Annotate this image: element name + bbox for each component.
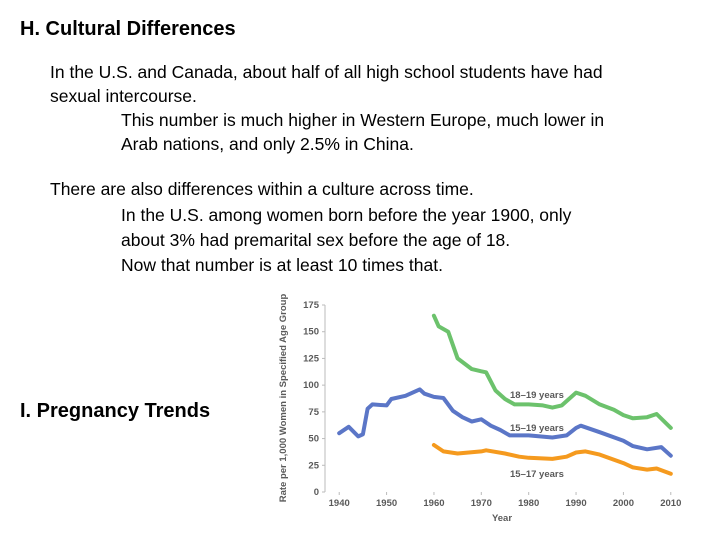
series-line xyxy=(431,443,673,476)
series-label: 18–19 years xyxy=(510,390,564,401)
y-axis-label: Rate per 1,000 Women in Specified Age Gr… xyxy=(278,294,289,503)
x-tick-label: 1980 xyxy=(518,498,539,509)
series-line xyxy=(337,387,673,458)
series-line xyxy=(431,313,673,430)
y-tick-label: 75 xyxy=(308,407,319,418)
x-tick-label: 1970 xyxy=(471,498,492,509)
slide-title: H. Cultural Differences xyxy=(20,18,236,40)
body-line: In the U.S. and Canada, about half of al… xyxy=(50,62,603,82)
body-line: This number is much higher in Western Eu… xyxy=(121,110,604,130)
y-tick-label: 150 xyxy=(303,327,319,338)
y-tick-label: 175 xyxy=(303,300,320,311)
y-tick-label: 25 xyxy=(308,460,319,471)
body-line: There are also differences within a cult… xyxy=(50,179,474,199)
series-label: 15–17 years xyxy=(510,469,564,480)
x-tick-label: 2010 xyxy=(660,498,681,509)
body-line: Arab nations, and only 2.5% in China. xyxy=(121,134,414,154)
x-tick-label: 1940 xyxy=(329,498,350,509)
x-tick-label: 2000 xyxy=(613,498,634,509)
series-label: 15–19 years xyxy=(510,423,564,434)
x-tick-label: 1990 xyxy=(565,498,586,509)
body-line: Now that number is at least 10 times tha… xyxy=(121,255,443,275)
body-line: In the U.S. among women born before the … xyxy=(121,205,572,225)
body-line: about 3% had premarital sex before the a… xyxy=(121,230,510,250)
y-tick-label: 50 xyxy=(308,434,319,445)
x-tick-label: 1960 xyxy=(423,498,444,509)
y-tick-label: 0 xyxy=(314,487,319,498)
x-axis-label: Year xyxy=(492,513,512,524)
section-title: I. Pregnancy Trends xyxy=(20,400,210,422)
x-tick-label: 1950 xyxy=(376,498,397,509)
body-line: sexual intercourse. xyxy=(50,86,197,106)
y-tick-label: 125 xyxy=(303,353,320,364)
y-tick-label: 100 xyxy=(303,380,319,391)
